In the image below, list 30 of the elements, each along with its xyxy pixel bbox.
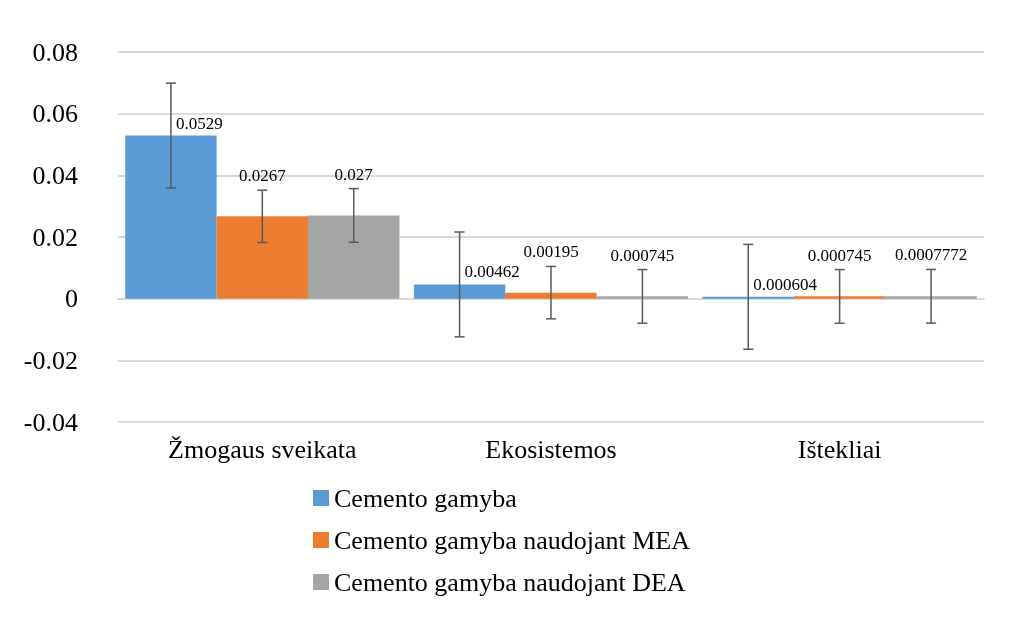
bar: [505, 292, 597, 299]
bar: [125, 135, 217, 299]
data-label: 0.00462: [464, 262, 520, 282]
bar: [596, 296, 689, 299]
bar: [308, 215, 400, 299]
x-tick-label: Ištekliai: [797, 434, 882, 464]
y-tick-label: -0.02: [23, 345, 78, 375]
bar: [216, 216, 309, 299]
bar: [793, 296, 886, 299]
y-tick-label: 0.04: [32, 160, 78, 190]
x-tick-label: Žmogaus sveikata: [168, 434, 358, 464]
data-label: 0.000745: [807, 245, 872, 265]
data-label: 0.000604: [753, 274, 818, 294]
legend-label: Cemento gamyba: [334, 483, 518, 513]
data-label: 0.0007772: [894, 245, 968, 265]
data-label: 0.000745: [610, 245, 675, 265]
legend-label: Cemento gamyba naudojant DEA: [334, 567, 686, 597]
y-tick-label: 0.06: [32, 99, 78, 129]
data-label: 0.027: [334, 164, 374, 184]
bar: [885, 296, 977, 299]
data-label: 0.0529: [175, 113, 223, 133]
y-tick-label: 0.02: [32, 222, 78, 252]
legend-label: Cemento gamyba naudojant MEA: [334, 525, 691, 555]
y-tick-label: -0.04: [23, 407, 78, 437]
bar: [413, 284, 506, 299]
data-label: 0.00195: [523, 242, 579, 262]
y-tick-label: 0: [65, 284, 78, 314]
x-tick-label: Ekosistemos: [485, 434, 617, 464]
data-label: 0.0267: [238, 166, 287, 186]
y-tick-label: 0.08: [32, 37, 78, 67]
